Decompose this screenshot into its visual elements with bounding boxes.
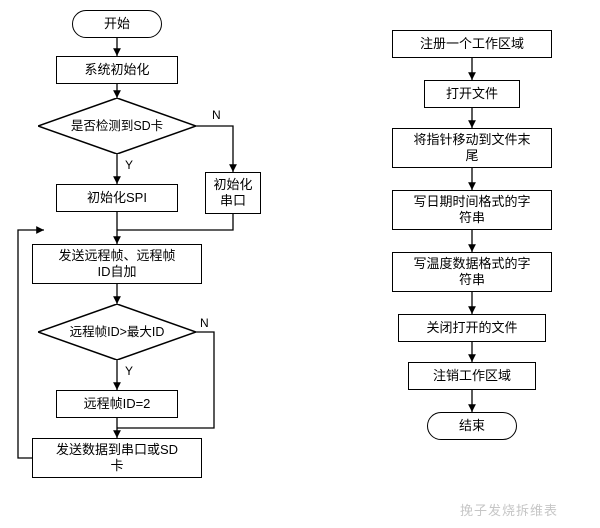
start-terminator: 开始 — [72, 10, 162, 38]
edge-sd-no: N — [212, 108, 221, 122]
edge-id-no: N — [200, 316, 209, 330]
send-data-label: 发送数据到串口或SD 卡 — [56, 442, 178, 475]
seek-end-process: 将指针移动到文件末 尾 — [392, 128, 552, 168]
init-spi-process: 初始化SPI — [56, 184, 178, 212]
write-temp-process: 写温度数据格式的字 符串 — [392, 252, 552, 292]
write-datetime-label: 写日期时间格式的字 符串 — [413, 194, 530, 227]
send-data-process: 发送数据到串口或SD 卡 — [32, 438, 202, 478]
init-system-process: 系统初始化 — [56, 56, 178, 84]
detect-sd-label: 是否检测到SD卡 — [71, 119, 163, 134]
write-datetime-process: 写日期时间格式的字 符串 — [392, 190, 552, 230]
open-file-process: 打开文件 — [424, 80, 520, 108]
end-label: 结束 — [459, 418, 485, 434]
reset-id-label: 远程帧ID=2 — [84, 396, 151, 412]
init-spi-label: 初始化SPI — [87, 190, 147, 206]
init-system-label: 系统初始化 — [84, 62, 149, 78]
register-workspace-process: 注册一个工作区域 — [392, 30, 552, 58]
unregister-workspace-process: 注销工作区域 — [408, 362, 536, 390]
seek-end-label: 将指针移动到文件末 尾 — [413, 132, 530, 165]
close-file-label: 关闭打开的文件 — [426, 320, 517, 336]
watermark-text: 挽子发烧拆维表 — [460, 500, 558, 519]
init-uart-label: 初始化 串口 — [213, 177, 252, 210]
detect-sd-decision: 是否检测到SD卡 — [38, 98, 196, 154]
open-file-label: 打开文件 — [446, 86, 498, 102]
write-temp-label: 写温度数据格式的字 符串 — [413, 256, 530, 289]
send-remote-process: 发送远程帧、远程帧 ID自加 — [32, 244, 202, 284]
send-remote-label: 发送远程帧、远程帧 ID自加 — [58, 248, 175, 281]
reset-id-process: 远程帧ID=2 — [56, 390, 178, 418]
register-workspace-label: 注册一个工作区域 — [420, 36, 524, 52]
id-compare-decision: 远程帧ID>最大ID — [38, 304, 196, 360]
flowchart-canvas: 开始 系统初始化 是否检测到SD卡 初始化SPI 初始化 串口 发送远程帧、远程… — [0, 0, 600, 528]
close-file-process: 关闭打开的文件 — [398, 314, 546, 342]
edge-id-yes: Y — [125, 364, 133, 378]
edge-sd-yes: Y — [125, 158, 133, 172]
unregister-workspace-label: 注销工作区域 — [433, 368, 511, 384]
end-terminator: 结束 — [427, 412, 517, 440]
id-compare-label: 远程帧ID>最大ID — [70, 325, 165, 340]
start-label: 开始 — [104, 16, 130, 32]
init-uart-process: 初始化 串口 — [205, 172, 261, 214]
